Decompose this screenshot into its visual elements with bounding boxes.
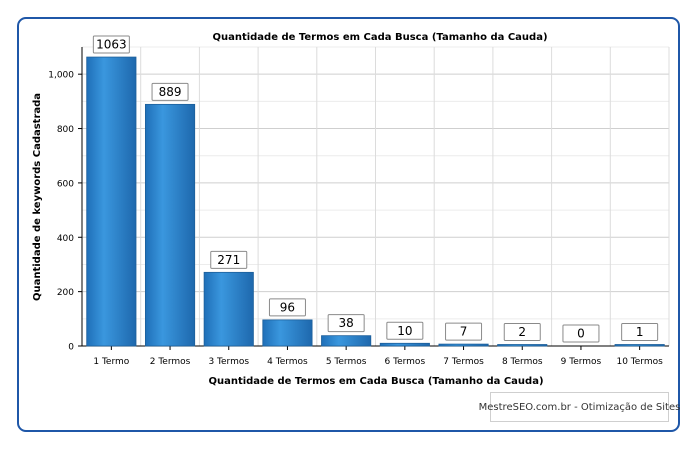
data-label-box — [327, 314, 365, 333]
x-tick-label: 10 Termos — [616, 357, 663, 367]
y-tick-label: 200 — [57, 288, 74, 298]
data-label-box — [210, 250, 248, 269]
data-label-box — [92, 35, 130, 54]
bar — [438, 343, 489, 347]
data-label: 2 — [518, 325, 526, 339]
y-axis-label: Quantidade de keywords Cadastrada — [32, 93, 43, 301]
data-label: 96 — [280, 300, 295, 314]
bar — [262, 319, 313, 347]
x-tick-label: 4 Termos — [267, 357, 308, 367]
bar — [321, 335, 372, 347]
bar — [144, 103, 196, 347]
y-tick-label: 400 — [57, 234, 74, 244]
x-tick-label: 9 Termos — [561, 357, 602, 367]
y-tick-label: 600 — [57, 179, 74, 189]
chart-title: Quantidade de Termos em Cada Busca (Tama… — [212, 32, 547, 43]
bar — [379, 342, 430, 347]
x-tick-label: 6 Termos — [385, 357, 426, 367]
x-tick-label: 3 Termos — [208, 357, 249, 367]
bar — [614, 344, 665, 347]
data-label-box — [621, 323, 659, 341]
data-label-box — [562, 324, 600, 343]
data-label: 10 — [397, 324, 412, 338]
data-label-box — [268, 298, 306, 317]
data-label-box — [386, 321, 424, 340]
x-tick-label: 7 Termos — [443, 357, 484, 367]
data-label: 38 — [339, 316, 354, 330]
x-tick-label: 8 Termos — [502, 357, 543, 367]
bar — [86, 56, 137, 347]
y-tick-label: 1,000 — [48, 71, 74, 81]
bar — [497, 344, 548, 347]
data-label: 1063 — [96, 38, 127, 52]
credit-box: MestreSEO.com.br - Otimização de Sites — [479, 392, 680, 422]
data-label: 889 — [159, 85, 182, 99]
data-label: 7 — [460, 325, 468, 339]
x-tick-label: 2 Termos — [150, 357, 191, 367]
x-tick-label: 1 Termo — [93, 357, 129, 367]
data-label: 1 — [636, 325, 644, 339]
x-axis-label: Quantidade de Termos em Cada Busca (Tama… — [208, 376, 543, 387]
x-tick-label: 5 Termos — [326, 357, 367, 367]
data-label-box — [445, 322, 483, 341]
data-label: 0 — [577, 327, 585, 341]
data-label-box — [151, 82, 189, 101]
credit-text: MestreSEO.com.br - Otimização de Sites — [478, 401, 681, 413]
data-label: 271 — [217, 253, 240, 267]
y-tick-label: 0 — [68, 343, 74, 353]
y-tick-label: 800 — [57, 125, 74, 135]
data-label-box — [503, 323, 541, 341]
bar — [203, 271, 254, 347]
